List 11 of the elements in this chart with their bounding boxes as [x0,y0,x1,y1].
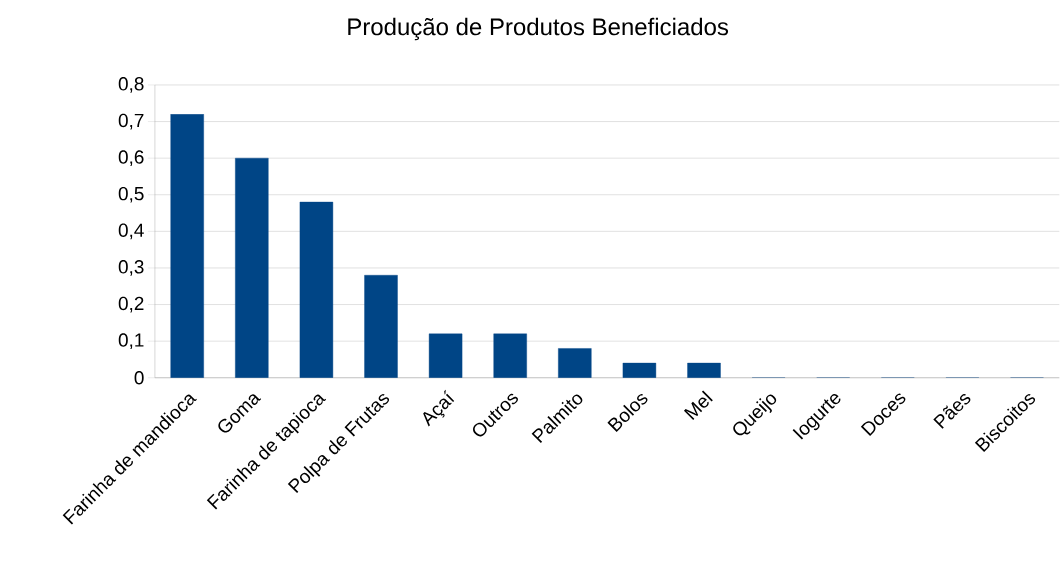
y-tick-label: 0 [134,371,144,385]
y-tick-label: 0,2 [118,296,144,313]
y-tick-label: 0,4 [118,223,144,240]
y-tick-label: 0,5 [118,187,144,203]
y-tick-label: 0,3 [118,260,144,276]
y-tick-label: 0,8 [118,77,144,93]
chart-title: Produção de Produtos Beneficiados [348,17,729,41]
y-tick-label: 0,6 [118,150,144,167]
x-tick-label: Mel [683,390,713,421]
y-tick-label: 0,1 [118,333,144,350]
y-tick-label: 0,7 [118,113,144,130]
